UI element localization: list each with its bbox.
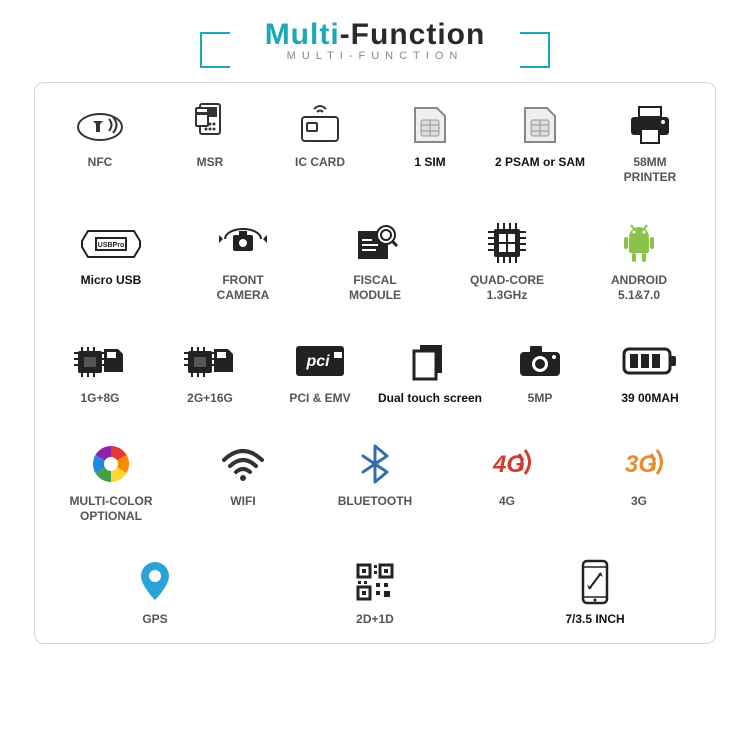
battery-3900-icon [595, 337, 705, 385]
feature-ic-card: IC CARD [265, 101, 375, 170]
fiscal-module-icon [309, 219, 441, 267]
dual-touch-label: Dual touch screen [378, 391, 482, 406]
gps-icon [45, 558, 265, 606]
sim-1-icon [375, 101, 485, 149]
net-3g-label: 3G [631, 494, 647, 509]
msr-icon [155, 101, 265, 149]
feature-bluetooth: BLUETOOTH [309, 440, 441, 509]
ic-card-icon [265, 101, 375, 149]
dual-touch-icon [375, 337, 485, 385]
gps-label: GPS [142, 612, 167, 627]
feature-screen-size: 7/3.5 INCH [485, 558, 705, 627]
title-bracket-right [520, 32, 550, 68]
feature-multi-color: MULTI-COLOR OPTIONAL [45, 440, 177, 524]
feature-psam-2: 2 PSAM or SAM [485, 101, 595, 170]
page-subtitle: MULTI-FUNCTION [0, 50, 750, 62]
page-title: Multi-Function [0, 18, 750, 52]
feature-nfc: NFC [45, 101, 155, 170]
wifi-icon [177, 440, 309, 488]
mem-1g8g-icon [45, 337, 155, 385]
svg-text:USBPro: USBPro [98, 242, 124, 249]
mem-2g16g-label: 2G+16G [187, 391, 233, 406]
feature-mem-2g16g: 2G+16G [155, 337, 265, 406]
feature-row-0: NFC MSR IC CARD 1 SIM 2 PSAM or SAM 58MM PRIN… [45, 101, 705, 185]
feature-gps: GPS [45, 558, 265, 627]
wifi-label: WIFI [230, 494, 255, 509]
feature-front-camera: FRONT CAMERA [177, 219, 309, 303]
mem-1g8g-label: 1G+8G [80, 391, 119, 406]
psam-2-icon [485, 101, 595, 149]
barcode-2d1d-icon [265, 558, 485, 606]
barcode-2d1d-label: 2D+1D [356, 612, 394, 627]
feature-row-4: GPS 2D+1D 7/3.5 INCH [45, 558, 705, 627]
feature-sim-1: 1 SIM [375, 101, 485, 170]
multi-color-icon [45, 440, 177, 488]
net-4g-icon: 4G [441, 440, 573, 488]
feature-row-1: USBPro Micro USB FRONT CAMERA FISCAL MODULE… [45, 219, 705, 303]
title-rest: -Function [340, 18, 486, 51]
front-camera-label: FRONT CAMERA [217, 273, 270, 303]
battery-3900-label: 39 00MAH [621, 391, 678, 406]
quad-core-icon [441, 219, 573, 267]
feature-dual-touch: Dual touch screen [375, 337, 485, 406]
screen-size-icon [485, 558, 705, 606]
mem-2g16g-icon [155, 337, 265, 385]
nfc-label: NFC [88, 155, 113, 170]
pci-emv-label: PCI & EMV [289, 391, 350, 406]
nfc-icon [45, 101, 155, 149]
sim-1-label: 1 SIM [414, 155, 445, 170]
feature-wifi: WIFI [177, 440, 309, 509]
ic-card-label: IC CARD [295, 155, 345, 170]
android-label: ANDROID 5.1&7.0 [611, 273, 667, 303]
micro-usb-label: Micro USB [81, 273, 142, 288]
feature-fiscal-module: FISCAL MODULE [309, 219, 441, 303]
front-camera-icon [177, 219, 309, 267]
net-3g-icon: 3G [573, 440, 705, 488]
feature-row-2: 1G+8G 2G+16G pci PCI & EMV Dual touch screen… [45, 337, 705, 406]
title-bracket-left [200, 32, 230, 68]
feature-android: ANDROID 5.1&7.0 [573, 219, 705, 303]
bluetooth-icon [309, 440, 441, 488]
camera-5mp-label: 5MP [528, 391, 553, 406]
feature-printer-58: 58MM PRINTER [595, 101, 705, 185]
multi-color-label: MULTI-COLOR OPTIONAL [69, 494, 152, 524]
printer-58-label: 58MM PRINTER [624, 155, 677, 185]
pci-emv-icon: pci [265, 337, 375, 385]
title-accent: Multi [265, 18, 340, 51]
screen-size-label: 7/3.5 INCH [565, 612, 624, 627]
net-4g-label: 4G [499, 494, 515, 509]
feature-panel: NFC MSR IC CARD 1 SIM 2 PSAM or SAM 58MM PRIN… [34, 82, 716, 644]
msr-label: MSR [197, 155, 224, 170]
feature-barcode-2d1d: 2D+1D [265, 558, 485, 627]
feature-battery-3900: 39 00MAH [595, 337, 705, 406]
quad-core-label: QUAD-CORE 1.3GHz [470, 273, 544, 303]
micro-usb-icon: USBPro [45, 219, 177, 267]
svg-text:pci: pci [305, 353, 330, 370]
feature-msr: MSR [155, 101, 265, 170]
fiscal-module-label: FISCAL MODULE [349, 273, 401, 303]
feature-quad-core: QUAD-CORE 1.3GHz [441, 219, 573, 303]
bluetooth-label: BLUETOOTH [338, 494, 412, 509]
psam-2-label: 2 PSAM or SAM [495, 155, 585, 170]
feature-net-3g: 3G3G [573, 440, 705, 509]
android-icon [573, 219, 705, 267]
feature-camera-5mp: 5MP [485, 337, 595, 406]
feature-pci-emv: pci PCI & EMV [265, 337, 375, 406]
feature-net-4g: 4G4G [441, 440, 573, 509]
camera-5mp-icon [485, 337, 595, 385]
title-block: Multi-Function MULTI-FUNCTION [0, 0, 750, 62]
feature-micro-usb: USBPro Micro USB [45, 219, 177, 288]
feature-row-3: MULTI-COLOR OPTIONALWIFIBLUETOOTH4G4G3G3… [45, 440, 705, 524]
feature-mem-1g8g: 1G+8G [45, 337, 155, 406]
printer-58-icon [595, 101, 705, 149]
